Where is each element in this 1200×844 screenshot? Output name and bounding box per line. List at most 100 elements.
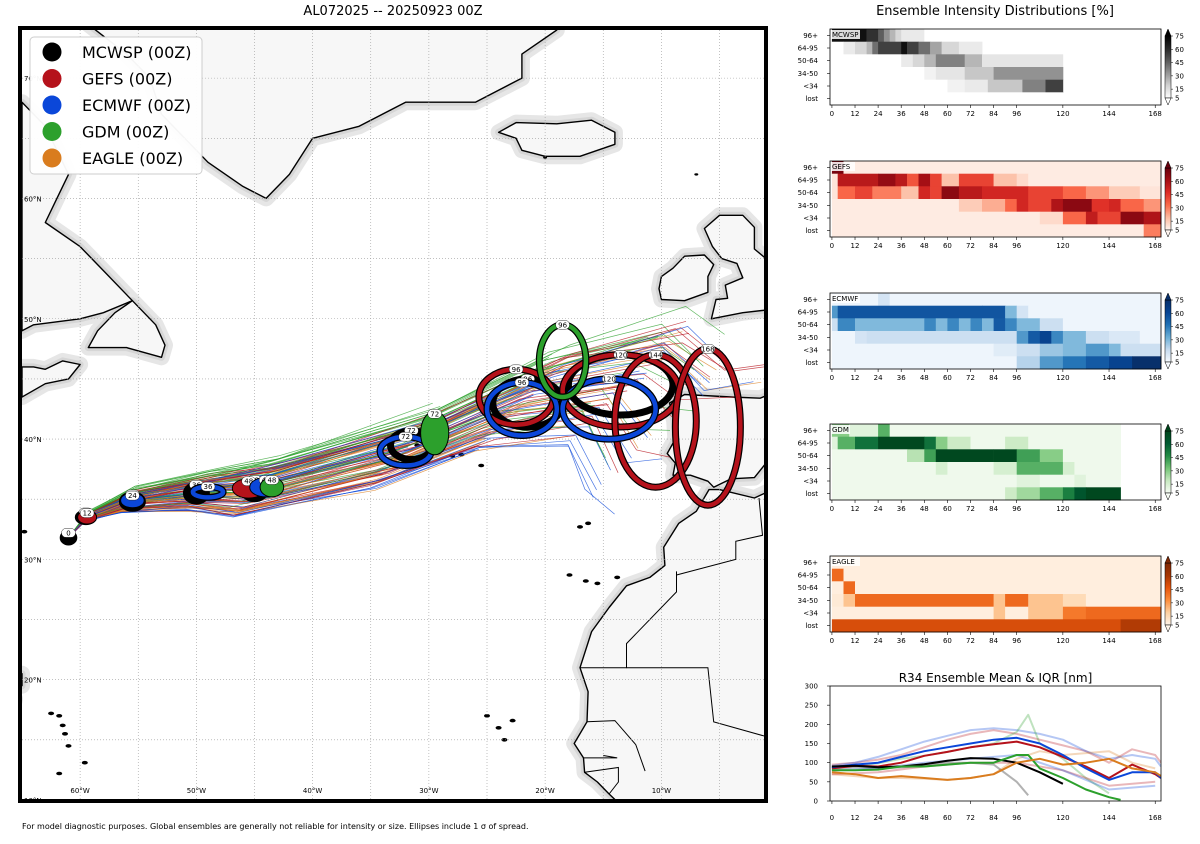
- r34-x-tick-label: 48: [920, 814, 929, 822]
- island: [48, 711, 55, 716]
- r34-x-tick-label: 144: [1102, 814, 1116, 822]
- y-tick-label: 50-64: [798, 189, 819, 197]
- x-tick-label: 12: [851, 505, 860, 513]
- r34-x-tick-label: 120: [1056, 814, 1069, 822]
- heat-cell: [889, 293, 1162, 307]
- heat-cell: [1109, 186, 1141, 200]
- heat-cell: [1028, 199, 1052, 213]
- heat-cell: [993, 474, 1006, 488]
- heat-cell: [964, 54, 983, 68]
- x-tick-label: 48: [920, 637, 929, 645]
- r34-series-gefs-mean: [831, 740, 1161, 779]
- x-tick-label: 96: [1012, 110, 1021, 118]
- y-tick-label: 96+: [803, 32, 818, 40]
- heat-cell: [878, 173, 896, 187]
- y-tick-label: lost: [805, 95, 818, 103]
- r34-x-tick-label: 72: [966, 814, 975, 822]
- x-tick-label: 48: [920, 374, 929, 382]
- gdm-ellipse-96: 96: [535, 320, 590, 401]
- x-tick-label: 144: [1102, 242, 1116, 250]
- x-tick-label: 72: [966, 374, 975, 382]
- colorbar-tick-label: 45: [1175, 323, 1184, 331]
- x-tick-label: 36: [897, 505, 906, 513]
- r34-x-tick-label: 168: [1149, 814, 1162, 822]
- heat-cell: [964, 67, 994, 81]
- gdm-legend-label: GDM (00Z): [82, 123, 169, 142]
- heat-cell: [1039, 211, 1064, 225]
- colorbar-tick-label: 30: [1175, 599, 1184, 607]
- heat-cell: [947, 79, 966, 93]
- gefs-ellipse-144: 144: [611, 350, 700, 491]
- heat-cell: [849, 424, 879, 438]
- colorbar-extend-top: [1164, 423, 1172, 432]
- heat-cell: [1085, 594, 1162, 608]
- heat-cell: [1062, 186, 1087, 200]
- ellipse-hour-tag: [648, 350, 663, 360]
- heat-cell: [935, 54, 966, 68]
- ensemble-track-line: [68, 326, 730, 538]
- x-tick-label: 36: [897, 110, 906, 118]
- x-tick-label: 144: [1102, 110, 1116, 118]
- r34-series-mcwsp-iqr: [831, 761, 1029, 796]
- map-title: AL072025 -- 20250923 00Z: [303, 4, 483, 19]
- x-tick-label: 84: [989, 374, 998, 382]
- x-tick-label: 36: [897, 242, 906, 250]
- x-tick-label: 84: [989, 505, 998, 513]
- puerto-rico-halo-inner: [0, 698, 15, 704]
- y-tick-label: 64-95: [798, 177, 818, 185]
- puerto-rico: [0, 698, 15, 704]
- mcwsp-ellipse-0: 0: [59, 528, 78, 546]
- gefs-ellipse-12: 12: [77, 508, 98, 525]
- ellipse-hour-tag: [200, 481, 216, 492]
- y-tick-label: 64-95: [798, 440, 818, 448]
- heat-cell: [947, 462, 994, 476]
- ecmwf-ellipse-36: 36: [189, 481, 227, 501]
- ireland: [658, 254, 715, 302]
- heat-cell: [872, 186, 902, 200]
- heat-cell: [1022, 79, 1046, 93]
- gdm-ellipse-48: 48: [259, 475, 285, 498]
- island: [509, 718, 516, 723]
- ellipse-hour-label: 96: [558, 321, 567, 329]
- island: [582, 579, 589, 583]
- ellipse-hour-label: 120: [614, 351, 627, 359]
- heat-cell: [843, 581, 856, 595]
- r34-y-tick-label: 0: [814, 798, 818, 806]
- heat-cell: [872, 41, 879, 55]
- x-tick-label: 168: [1149, 110, 1162, 118]
- lon-label: 40°W: [303, 787, 322, 795]
- x-tick-label: 12: [851, 242, 860, 250]
- heat-cell: [831, 568, 844, 582]
- y-tick-label: 64-95: [798, 309, 818, 317]
- ellipse-hour-label: 72: [430, 410, 439, 418]
- track-map: 0122436487296120124896120144168243648729…: [0, 26, 768, 805]
- heat-cell: [1039, 474, 1075, 488]
- x-tick-label: 72: [966, 110, 975, 118]
- r34-series-ecmwf-iqr: [831, 727, 1161, 768]
- heat-cell: [1109, 331, 1141, 345]
- heat-cell: [1016, 462, 1064, 476]
- r34-x-tick-label: 60: [943, 814, 952, 822]
- y-tick-label: 34-50: [798, 334, 818, 342]
- heat-cell: [1120, 343, 1162, 357]
- ecmwf-legend-label: ECMWF (00Z): [82, 96, 191, 115]
- y-tick-label: 64-95: [798, 572, 818, 580]
- x-tick-label: 60: [943, 637, 952, 645]
- panel-name: GEFS: [832, 163, 851, 171]
- eagle-legend-marker: [42, 148, 62, 168]
- colorbar-tick-label: 60: [1175, 573, 1184, 581]
- heat-cell: [1005, 474, 1017, 488]
- colorbar-tick-label: 75: [1175, 165, 1184, 173]
- heat-cell: [1074, 487, 1087, 501]
- heat-cell: [1005, 436, 1029, 450]
- heat-cell: [1085, 331, 1110, 345]
- heat-cell: [941, 186, 960, 200]
- heat-cell: [901, 54, 914, 68]
- ecmwf-ellipse-96: 96: [483, 377, 561, 439]
- heat-cell: [1028, 594, 1064, 608]
- heat-cell: [987, 79, 1023, 93]
- heat-cell: [935, 449, 994, 463]
- r34-series-gdm-mean: [831, 754, 1121, 801]
- colorbar-tick-label: 5: [1175, 359, 1179, 367]
- ellipse-hour-tag: [264, 475, 280, 485]
